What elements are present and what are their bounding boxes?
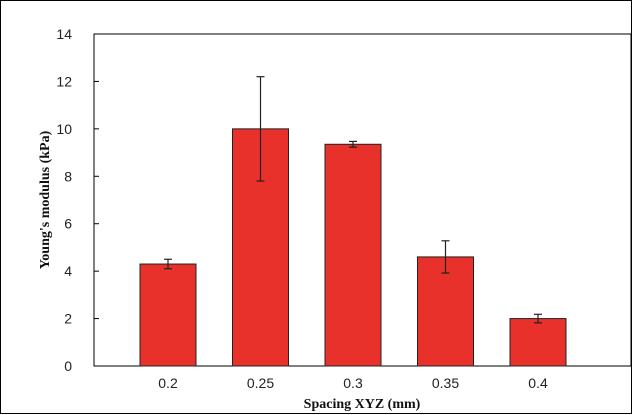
- y-tick-label: 2: [64, 311, 72, 327]
- y-tick-label: 14: [56, 26, 72, 42]
- x-axis-label: Spacing XYZ (mm): [304, 397, 421, 412]
- y-tick-label: 4: [64, 263, 72, 279]
- bar: [509, 318, 567, 367]
- x-tick-label: 0.4: [528, 375, 548, 391]
- x-tick-label: 0.25: [247, 375, 274, 391]
- y-tick-label: 10: [56, 121, 72, 137]
- x-tick-label: 0.35: [432, 375, 459, 391]
- bar: [417, 256, 474, 367]
- y-tick-label: 8: [64, 168, 72, 184]
- x-tick-label: 0.2: [158, 375, 178, 391]
- y-axis-label: Young's modulus (kPa): [38, 130, 53, 269]
- x-tick-label: 0.3: [343, 375, 363, 391]
- y-tick-label: 0: [64, 358, 72, 374]
- bar: [324, 143, 382, 367]
- bar: [139, 263, 197, 367]
- y-tick-label: 12: [56, 73, 72, 89]
- y-tick-label: 6: [64, 216, 72, 232]
